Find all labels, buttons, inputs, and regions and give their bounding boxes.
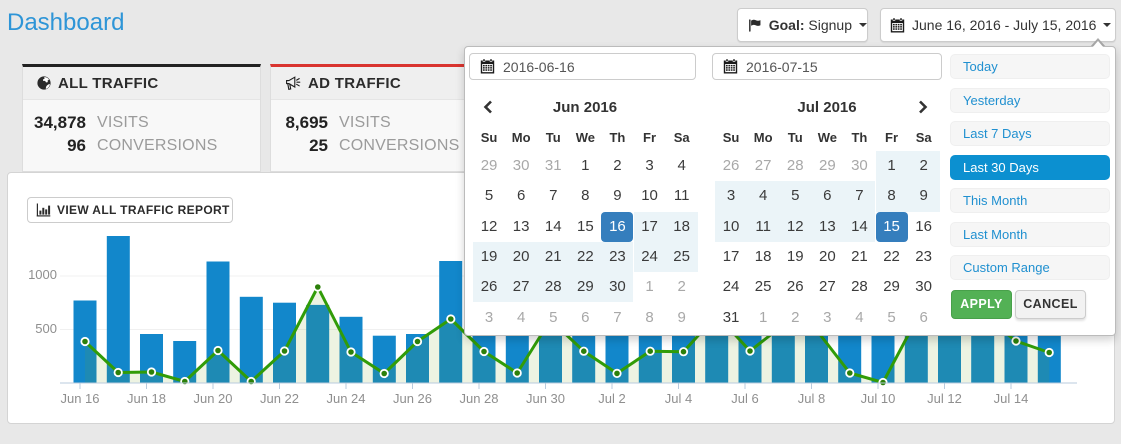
svg-text:Jul 14: Jul 14 — [994, 391, 1029, 406]
svg-text:Jul 4: Jul 4 — [665, 391, 692, 406]
svg-text:Jun 22: Jun 22 — [260, 391, 299, 406]
svg-text:Jun 26: Jun 26 — [393, 391, 432, 406]
svg-text:Jun 28: Jun 28 — [459, 391, 498, 406]
svg-text:Jul 2: Jul 2 — [598, 391, 625, 406]
svg-text:Jul 12: Jul 12 — [927, 391, 962, 406]
svg-text:Jun 20: Jun 20 — [193, 391, 232, 406]
svg-text:1000: 1000 — [28, 267, 57, 282]
svg-text:Jun 30: Jun 30 — [526, 391, 565, 406]
svg-text:Jul 6: Jul 6 — [731, 391, 758, 406]
svg-text:Jul 10: Jul 10 — [861, 391, 896, 406]
svg-text:Jun 16: Jun 16 — [60, 391, 99, 406]
svg-text:Jun 18: Jun 18 — [127, 391, 166, 406]
svg-text:Jul 8: Jul 8 — [798, 391, 825, 406]
svg-text:Jun 24: Jun 24 — [326, 391, 365, 406]
svg-text:500: 500 — [35, 321, 57, 336]
